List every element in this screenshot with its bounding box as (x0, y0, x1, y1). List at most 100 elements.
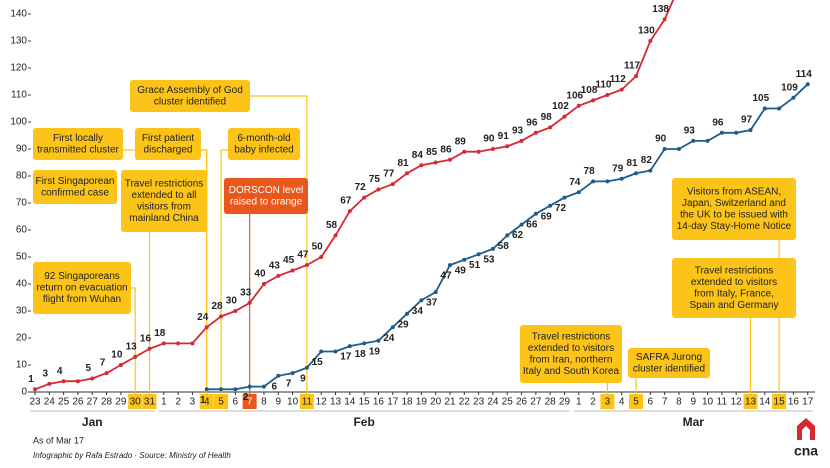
point (405, 311, 410, 316)
point (676, 147, 681, 151)
data-label: 79 (612, 163, 624, 174)
data-label: 67 (340, 196, 352, 207)
data-label: 33 (240, 288, 252, 299)
point (490, 246, 495, 251)
data-label: 51 (469, 260, 481, 271)
x-tick-label: 20 (430, 397, 442, 408)
data-label: 28 (211, 301, 223, 312)
point (333, 233, 338, 238)
date-highlight (629, 394, 644, 409)
x-tick-label: 4 (619, 397, 625, 408)
point (347, 344, 352, 349)
credit: Infographic by Rafa Estrado · Source: Mi… (33, 451, 231, 460)
x-tick-label: 29 (115, 397, 127, 408)
annotation-text: 92 Singaporeans (44, 271, 120, 282)
x-tick-label: 10 (287, 397, 299, 408)
month-label: Feb (353, 415, 374, 429)
point (662, 147, 667, 151)
data-label: 1 (28, 374, 34, 385)
data-label: 18 (154, 328, 166, 339)
data-label: 69 (541, 211, 553, 222)
x-tick-label: 8 (261, 397, 267, 408)
date-highlight (128, 394, 143, 409)
y-tick-label: 10 (16, 360, 28, 371)
annotation-text: transmitted cluster (37, 144, 119, 155)
logo: cna (794, 443, 818, 459)
point (648, 168, 653, 173)
annotation-text: Travel restrictions (695, 265, 774, 276)
annotation-text: Spain and Germany (690, 300, 779, 311)
y-tick-label: 140 (10, 9, 27, 20)
y-tick-label: 70 (16, 198, 28, 209)
point (605, 93, 610, 97)
data-label: 37 (426, 298, 438, 309)
annotation-text: First locally (53, 133, 103, 144)
data-label: 34 (412, 306, 424, 317)
x-tick-label: 30 (130, 397, 142, 408)
point (333, 349, 338, 354)
x-tick-label: 14 (344, 397, 356, 408)
data-label: 53 (483, 255, 495, 266)
point (376, 338, 381, 343)
data-label: 13 (126, 342, 138, 353)
data-label: 72 (555, 203, 567, 214)
x-tick-label: 9 (275, 397, 281, 408)
annotation-text: 6-month-old (237, 133, 290, 144)
annotation-text: Travel restrictions (125, 178, 204, 189)
point (304, 263, 309, 268)
y-tick-label: 60 (16, 225, 28, 236)
data-label: 4 (57, 366, 63, 377)
point (447, 157, 452, 162)
point (304, 365, 309, 370)
point (791, 95, 796, 100)
x-tick-label: 17 (387, 397, 399, 408)
point (548, 125, 553, 130)
data-label: 24 (197, 312, 209, 323)
annotation-box (33, 128, 123, 160)
data-label: 45 (283, 255, 295, 266)
point (519, 222, 524, 227)
month-label: Jan (82, 415, 103, 429)
data-label: 89 (455, 136, 467, 147)
data-label: 109 (781, 82, 798, 93)
data-label: 97 (741, 115, 753, 126)
connector (749, 317, 752, 394)
x-tick-label: 11 (302, 397, 313, 408)
data-label: 17 (340, 352, 352, 363)
annotation-text: extended to visitors (528, 343, 614, 354)
x-tick-label: 3 (605, 397, 611, 408)
point (462, 257, 467, 262)
annotation-text: raised to orange (230, 196, 303, 207)
annotation-text: Visitors from ASEAN, (687, 186, 781, 197)
x-tick-label: 7 (662, 397, 668, 408)
data-label: 29 (397, 319, 409, 330)
point (204, 325, 209, 330)
data-label: 130 (638, 26, 655, 37)
point (176, 341, 181, 346)
point (362, 341, 367, 346)
point (376, 187, 381, 192)
point (118, 363, 123, 367)
point (476, 149, 481, 154)
annotation-text: mainland China (129, 213, 199, 224)
point (505, 233, 510, 238)
data-label: 105 (752, 93, 769, 104)
x-tick-label: 10 (702, 397, 714, 408)
x-tick-label: 13 (745, 397, 757, 408)
point (147, 346, 152, 351)
point (204, 387, 209, 392)
point (705, 138, 710, 143)
point (276, 373, 281, 378)
annotation-box (672, 258, 796, 318)
x-tick-label: 6 (648, 397, 654, 408)
x-tick-label: 17 (802, 397, 814, 408)
point (390, 182, 395, 187)
connector (201, 149, 208, 394)
annotation-box (33, 262, 131, 314)
annotation-box (228, 128, 300, 160)
data-label: 18 (355, 349, 367, 360)
data-label: 10 (111, 350, 123, 361)
x-tick-label: 15 (359, 397, 371, 408)
point (634, 171, 639, 176)
data-label: 5 (85, 363, 91, 374)
